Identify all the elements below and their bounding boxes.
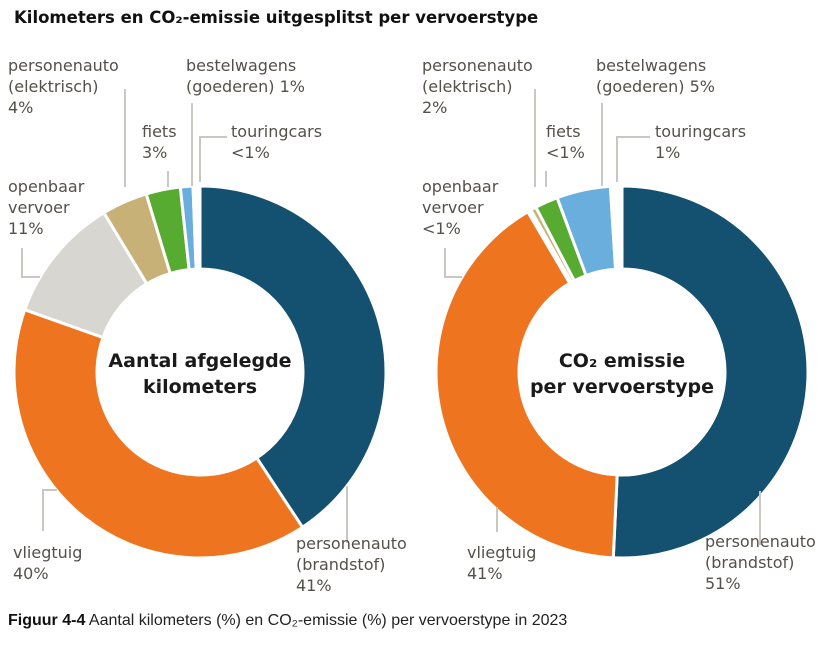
leader-line [42, 489, 57, 531]
donut-segment-km-6 [191, 184, 202, 271]
slice-callout: touringcars <1% [231, 122, 323, 162]
figure-caption-prefix: Figuur 4-4 [8, 612, 86, 629]
center-label-co2: CO₂ emissie per vervoerstype [529, 350, 715, 398]
slice-callout: personenauto (brandstof) 51% [705, 532, 816, 593]
page-title: Kilometers en CO₂-emissie uitgesplitst p… [14, 8, 539, 27]
leader-line [616, 136, 650, 182]
leader-line [199, 136, 227, 182]
slice-callout: personenauto (elektrisch) 4% [8, 56, 119, 117]
slice-callout: openbaar vervoer <1% [422, 177, 499, 238]
slice-callout: fiets 3% [142, 122, 177, 162]
slice-callout: touringcars 1% [655, 122, 747, 162]
leader-line [21, 248, 40, 278]
figure-caption: Figuur 4-4 Aantal kilometers (%) en CO₂-… [8, 612, 828, 630]
center-label-kilometers: Aantal afgelegde kilometers [108, 350, 292, 398]
slice-callout: bestelwagens (goederen) 5% [596, 56, 715, 96]
slice-callout: fiets <1% [546, 122, 585, 162]
slice-callout: vliegtuig 41% [467, 543, 537, 583]
slice-callout: bestelwagens (goederen) 1% [186, 56, 305, 96]
slice-callout: personenauto (elektrisch) 2% [422, 56, 533, 117]
donut-segment-km-1 [12, 307, 305, 560]
slice-callout: openbaar vervoer 11% [8, 177, 85, 238]
slice-callout: personenauto (brandstof) 41% [296, 534, 407, 595]
figure-caption-text: Aantal kilometers (%) en CO₂-emissie (%)… [85, 612, 568, 629]
donut-segment-co2-6 [608, 184, 624, 271]
donut-segment-co2-1 [434, 209, 619, 560]
donut-segment-co2-0 [611, 184, 810, 560]
slice-callout: vliegtuig 40% [13, 543, 83, 583]
donut-segment-km-0 [198, 184, 388, 530]
leader-line [444, 248, 462, 278]
